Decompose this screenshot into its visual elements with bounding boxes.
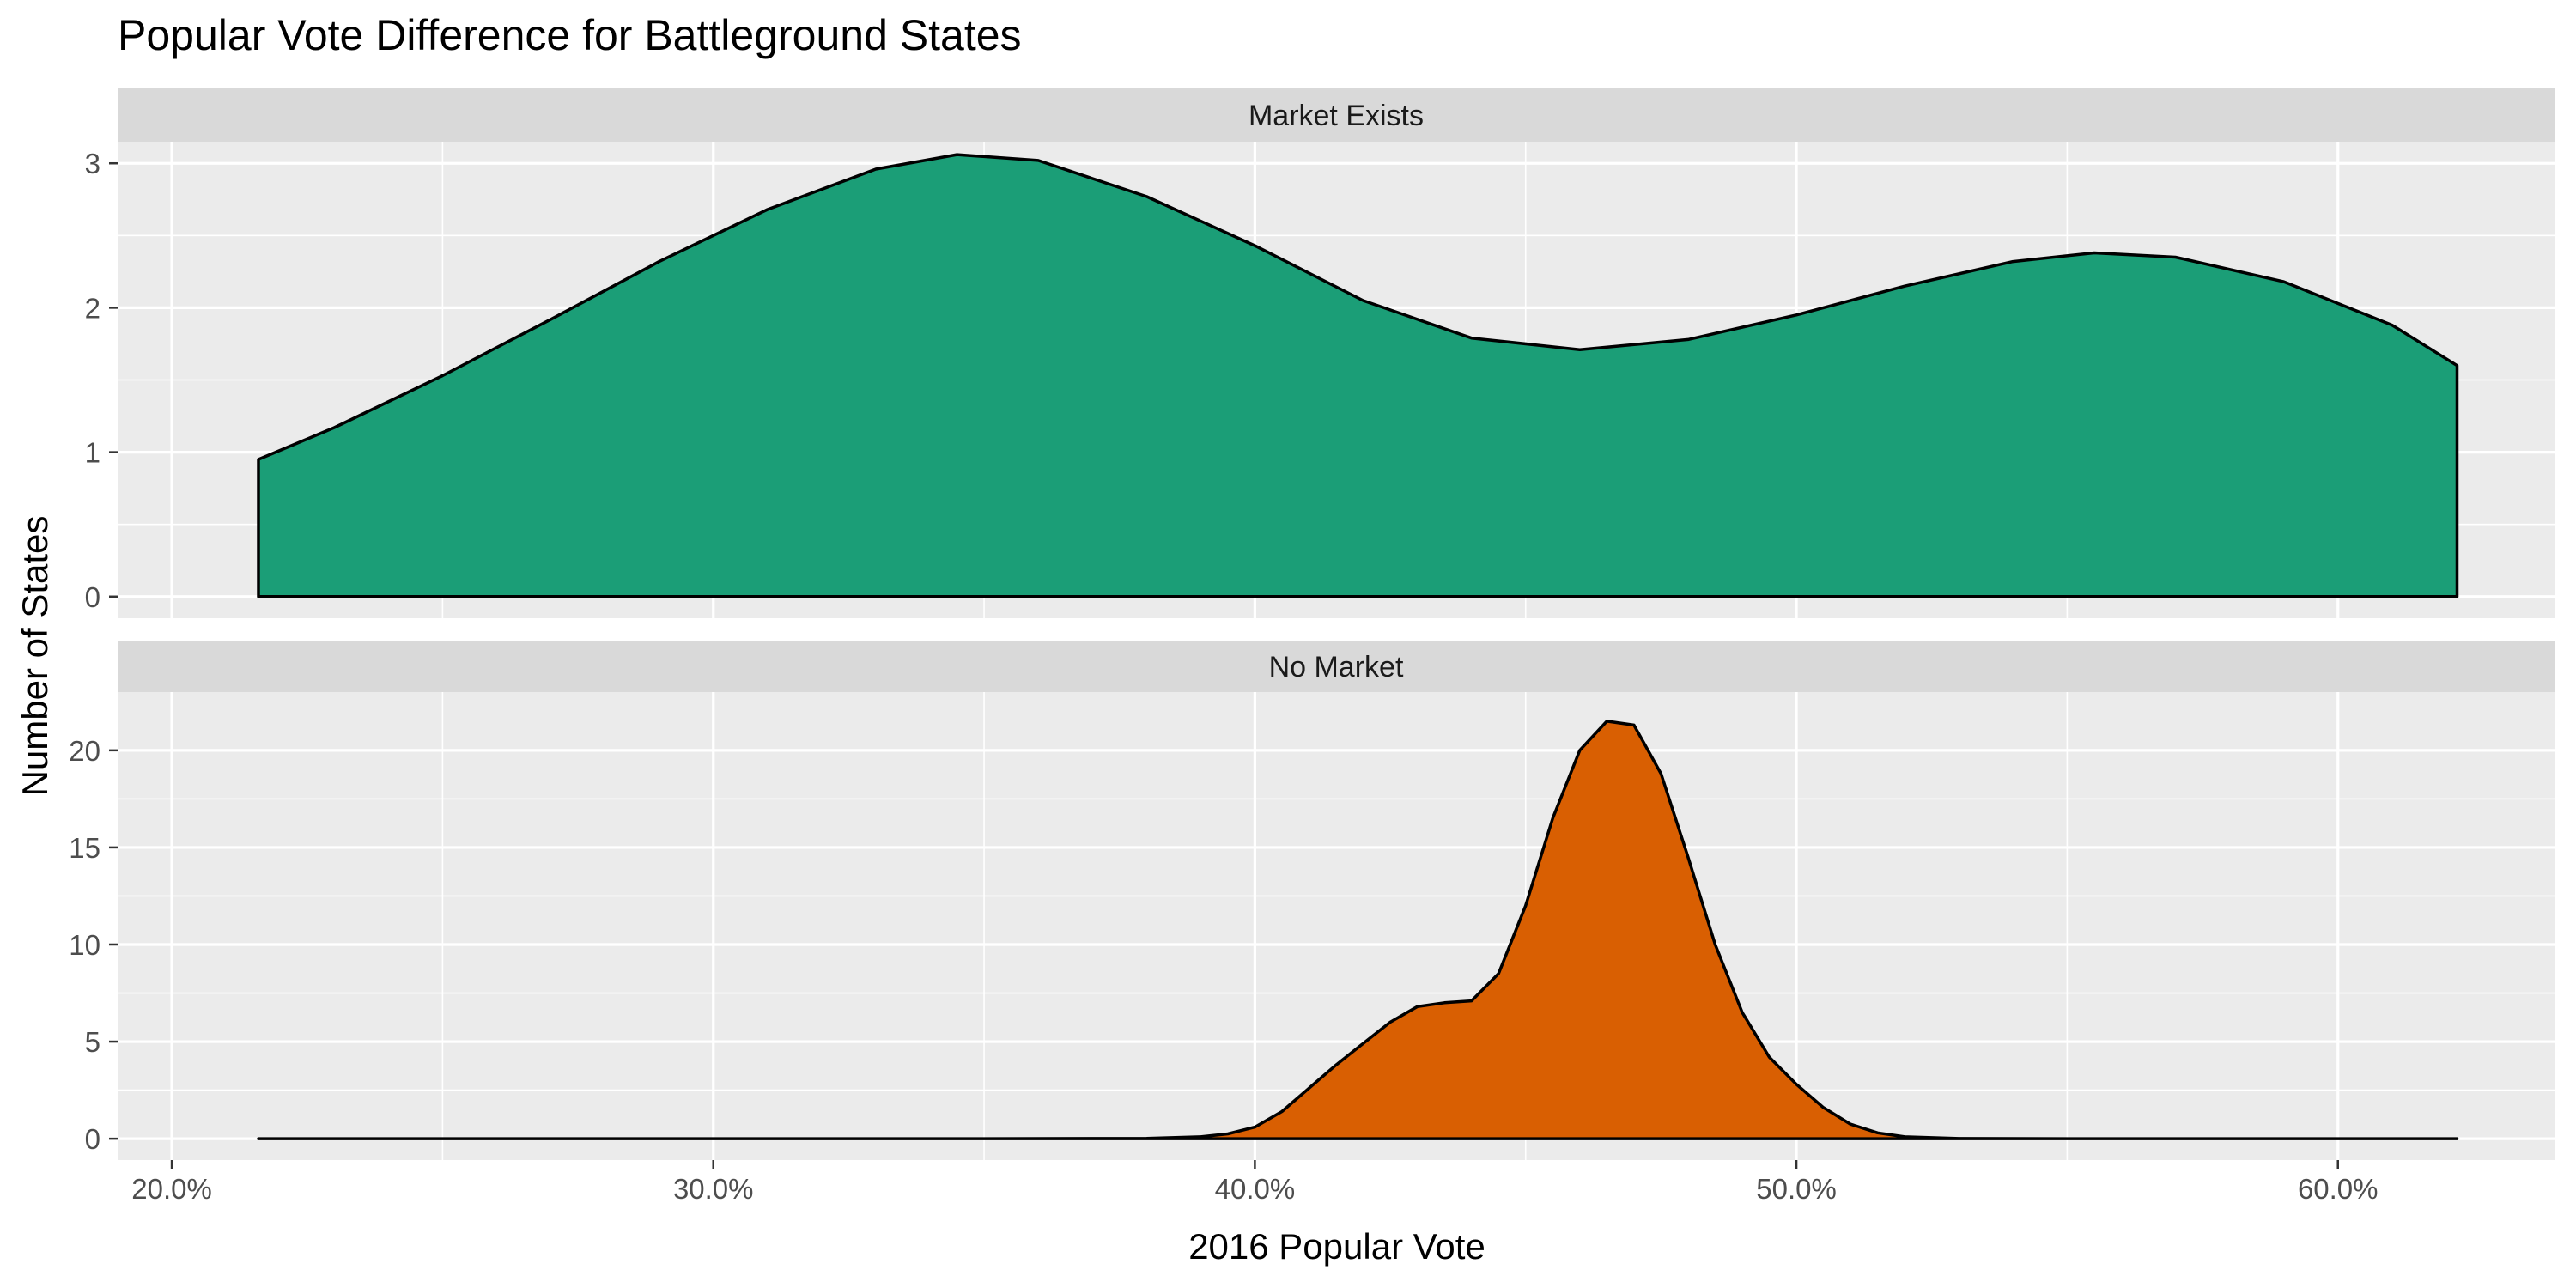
y-tick-label: 20 [69,735,100,767]
density-area [257,153,2459,598]
facet-strip-label: Market Exists [1249,100,1424,132]
y-tick-label: 0 [85,1123,100,1155]
y-tick-label: 15 [69,832,100,864]
x-tick-label: 40.0% [1215,1173,1296,1205]
y-tick-label: 2 [85,292,100,324]
x-tick-label: 50.0% [1756,1173,1837,1205]
x-axis: 20.0% 30.0% 40.0% 50.0% 60.0% [131,1160,2379,1205]
x-axis-title: 2016 Popular Vote [1188,1226,1485,1267]
facet-panels: Market Exists 0 1 2 3 No Market 0 5 10 15 20 [69,88,2555,1160]
facet-panel: No Market 0 5 10 15 20 [69,641,2555,1160]
y-tick-label: 3 [85,148,100,179]
y-tick-label: 1 [85,437,100,469]
x-tick-label: 20.0% [131,1173,212,1205]
y-axis-title: Number of States [15,516,55,797]
facet-strip [118,88,2555,142]
y-tick-label: 5 [85,1026,100,1058]
chart-title: Popular Vote Difference for Battleground… [118,11,1022,59]
x-tick-label: 60.0% [2298,1173,2379,1205]
y-tick-label: 0 [85,581,100,613]
y-tick-label: 10 [69,929,100,961]
facet-panel: Market Exists 0 1 2 3 [85,88,2555,618]
facet-strip [118,641,2555,692]
facet-strip-label: No Market [1269,651,1404,683]
density-area [257,720,2459,1140]
x-tick-label: 30.0% [673,1173,754,1205]
